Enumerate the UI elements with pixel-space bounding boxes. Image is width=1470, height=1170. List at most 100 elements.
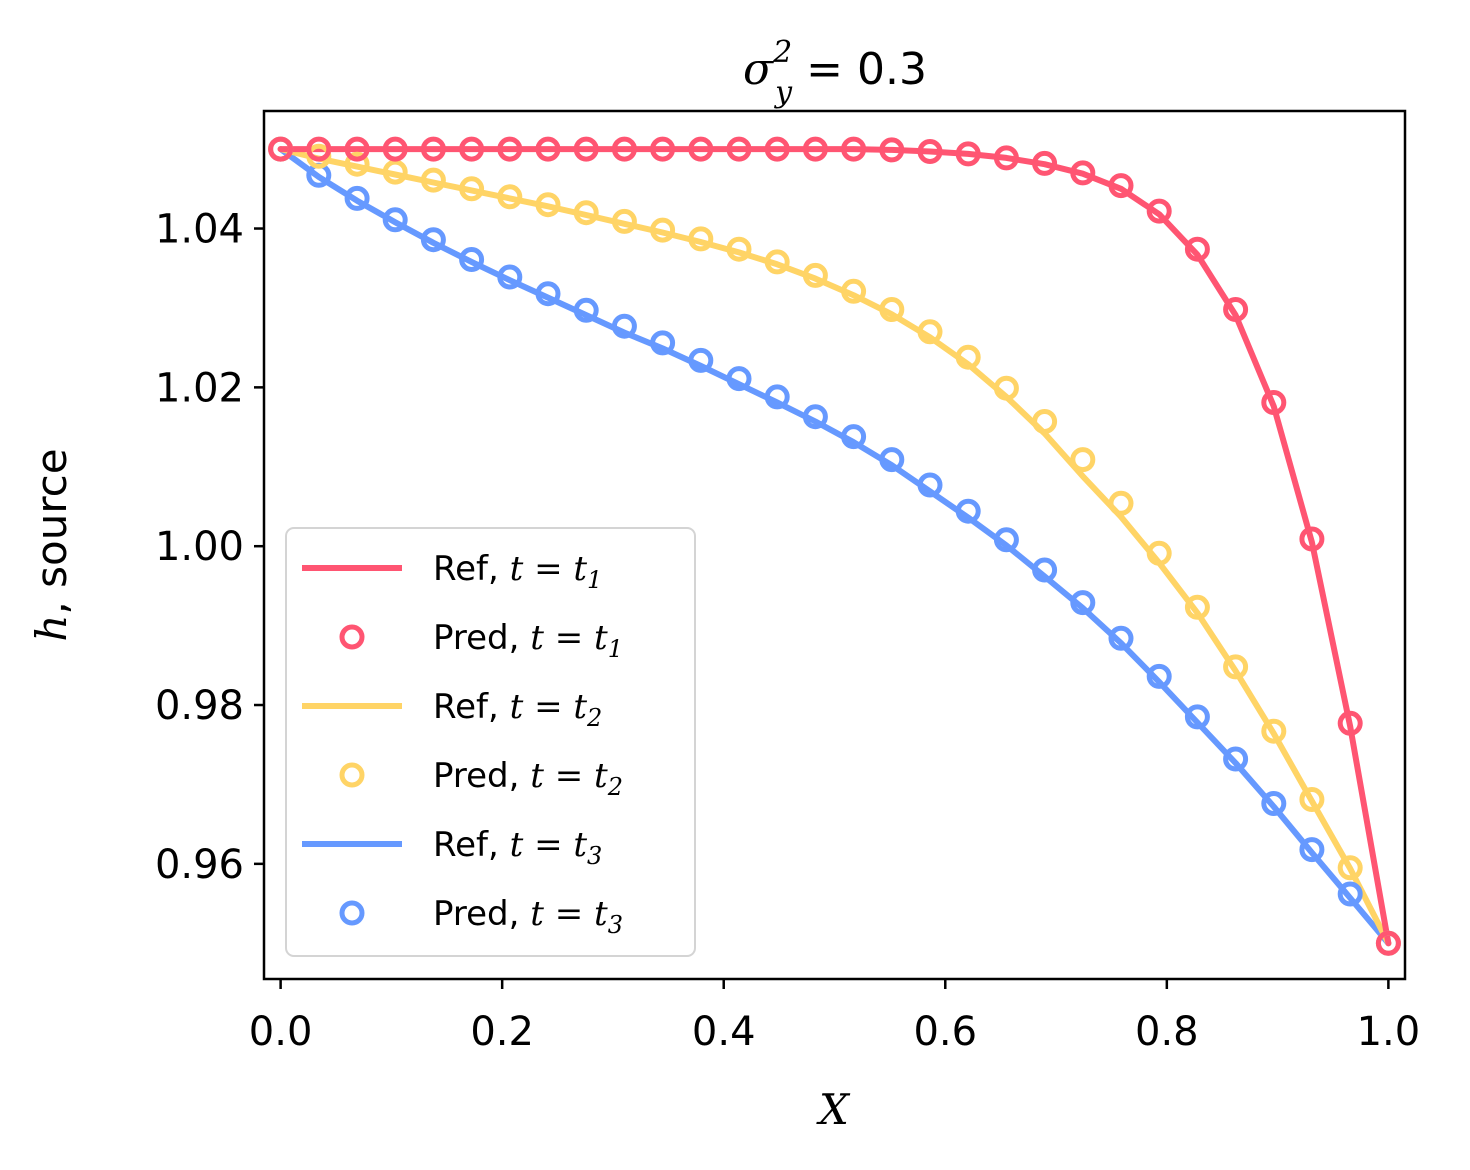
pred-point-t2 bbox=[1261, 718, 1287, 744]
pred-point-t2 bbox=[1070, 447, 1096, 473]
pred-point-t1 bbox=[382, 136, 408, 162]
pred-point-t3 bbox=[917, 472, 943, 498]
pred-point-t2 bbox=[1223, 654, 1249, 680]
pred-point-t1 bbox=[306, 136, 332, 162]
pred-point-t2 bbox=[917, 319, 943, 345]
pred-point-t1 bbox=[344, 136, 370, 162]
pred-point-t3 bbox=[611, 313, 637, 339]
y-tick-label: 1.02 bbox=[155, 365, 244, 411]
pred-point-t1 bbox=[879, 137, 905, 163]
pred-point-t3 bbox=[726, 366, 752, 392]
pred-point-t2 bbox=[1184, 594, 1210, 620]
pred-point-t2 bbox=[879, 297, 905, 322]
pred-point-t2 bbox=[955, 344, 981, 370]
pred-point-t2 bbox=[1032, 409, 1058, 434]
pred-point-t2 bbox=[1337, 855, 1363, 881]
chart-title: σ2 y = 0.3 bbox=[743, 35, 927, 110]
ref-line-t2 bbox=[277, 146, 1392, 947]
pred-point-t3 bbox=[420, 227, 446, 253]
pred-point-t1 bbox=[688, 136, 714, 162]
pred-point-t3 bbox=[764, 384, 790, 410]
pred-point-t1 bbox=[1375, 930, 1401, 956]
pred-point-t1 bbox=[1108, 173, 1134, 199]
pred-point-t3 bbox=[382, 207, 408, 233]
pred-point-t1 bbox=[611, 136, 637, 162]
x-tick-label: 0.6 bbox=[913, 1009, 977, 1055]
pred-point-t2 bbox=[726, 236, 752, 262]
pred-point-t3 bbox=[1337, 881, 1363, 907]
pred-point-t1 bbox=[650, 136, 676, 162]
pred-point-t2 bbox=[650, 217, 676, 243]
pred-point-t2 bbox=[1299, 787, 1325, 812]
pred-point-t1 bbox=[1070, 160, 1096, 186]
pred-point-t3 bbox=[1223, 746, 1249, 772]
pred-point-t1 bbox=[1184, 236, 1210, 262]
legend-marker-t3 bbox=[339, 900, 365, 926]
y-tick-label: 0.96 bbox=[155, 842, 244, 888]
pred-point-t3 bbox=[1146, 663, 1172, 689]
x-axis: 0.0 0.2 0.4 0.6 0.8 1.0 bbox=[249, 979, 1420, 1055]
pred-point-t2 bbox=[688, 226, 714, 252]
pred-point-t2 bbox=[802, 262, 828, 288]
pred-point-t1 bbox=[955, 141, 981, 167]
pred-point-t3 bbox=[1108, 625, 1134, 651]
plot-markers bbox=[268, 136, 1401, 956]
pred-point-t2 bbox=[344, 151, 370, 177]
pred-point-t2 bbox=[382, 159, 408, 185]
pred-point-t2 bbox=[1146, 540, 1172, 566]
x-tick-label: 0.8 bbox=[1135, 1009, 1199, 1055]
pred-point-t2 bbox=[420, 167, 446, 193]
pred-point-t2 bbox=[841, 278, 867, 304]
legend-marker-t1 bbox=[339, 624, 365, 650]
pred-point-t3 bbox=[688, 347, 714, 373]
y-tick-label: 0.98 bbox=[155, 683, 244, 729]
pred-point-t1 bbox=[459, 136, 485, 162]
pred-point-t2 bbox=[497, 184, 523, 210]
title-value: = 0.3 bbox=[792, 44, 927, 95]
x-tick-label: 0.0 bbox=[249, 1009, 313, 1055]
pred-point-t2 bbox=[573, 200, 599, 226]
pred-point-t1 bbox=[1261, 390, 1287, 415]
pred-point-t2 bbox=[459, 176, 485, 202]
x-tick-label: 0.4 bbox=[692, 1009, 756, 1055]
pred-point-t2 bbox=[535, 192, 561, 218]
legend-label-ref-t3: Ref, t = t3 bbox=[433, 825, 602, 870]
pred-point-t3 bbox=[1299, 837, 1325, 863]
pred-point-t3 bbox=[535, 281, 561, 307]
pred-point-t2 bbox=[611, 208, 637, 234]
legend-box bbox=[285, 527, 696, 957]
pred-point-t1 bbox=[764, 136, 790, 162]
legend-marker-t2 bbox=[339, 762, 365, 788]
pred-point-t1 bbox=[993, 145, 1019, 171]
pred-point-t3 bbox=[459, 247, 485, 272]
pred-point-t1 bbox=[1337, 710, 1363, 736]
title-subscript: y bbox=[773, 75, 793, 110]
y-axis-label-h: h bbox=[27, 615, 76, 642]
pred-point-t1 bbox=[573, 136, 599, 162]
pred-point-t3 bbox=[573, 297, 599, 323]
pred-point-t3 bbox=[344, 185, 370, 211]
x-axis-label: X bbox=[816, 1085, 851, 1134]
pred-point-t1 bbox=[1299, 526, 1325, 552]
pred-point-t3 bbox=[1032, 557, 1058, 583]
pred-point-t2 bbox=[1108, 490, 1134, 516]
pred-point-t3 bbox=[650, 330, 676, 356]
pred-point-t3 bbox=[955, 498, 981, 524]
pred-point-t3 bbox=[497, 264, 523, 290]
legend-label-pred-t2: Pred, t = t2 bbox=[433, 756, 623, 801]
pred-point-t3 bbox=[1070, 590, 1096, 616]
pred-point-t3 bbox=[841, 424, 867, 450]
pred-point-t1 bbox=[726, 136, 752, 162]
pred-point-t2 bbox=[764, 249, 790, 275]
title-superscript: 2 bbox=[772, 35, 792, 70]
pred-point-t1 bbox=[802, 136, 828, 162]
y-axis-label: h, source bbox=[27, 448, 76, 641]
ref-line-t1 bbox=[277, 146, 1392, 947]
pred-point-t3 bbox=[879, 447, 905, 473]
pred-point-t1 bbox=[841, 136, 867, 162]
pred-point-t1 bbox=[1223, 297, 1249, 322]
pred-point-t3 bbox=[802, 404, 828, 430]
legend-label-ref-t2: Ref, t = t2 bbox=[433, 687, 602, 732]
pred-point-t1 bbox=[268, 136, 294, 162]
